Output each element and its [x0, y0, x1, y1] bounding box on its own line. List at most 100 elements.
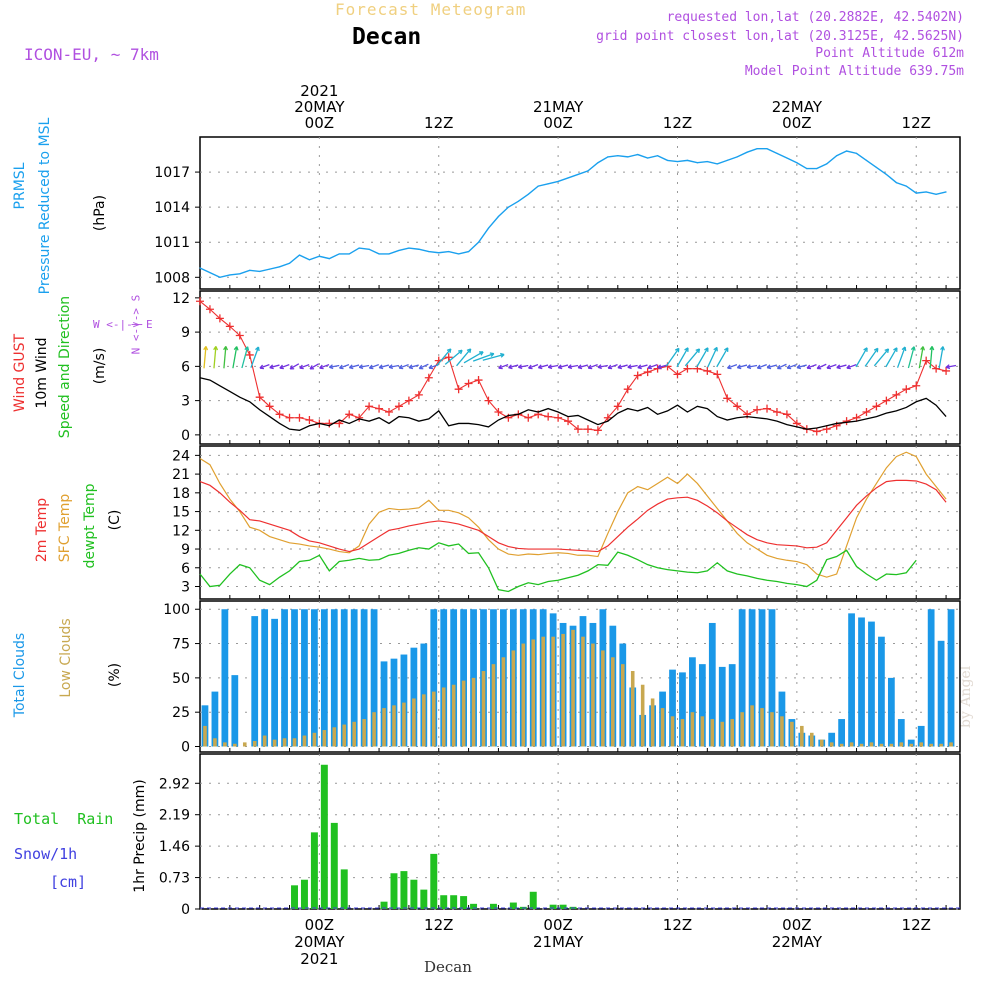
pressure-point — [786, 157, 788, 159]
gust-marker — [484, 396, 493, 405]
y-tick-label: 21 — [172, 467, 190, 483]
gust-marker — [812, 427, 821, 436]
low-cloud-bar — [909, 743, 914, 747]
wind-arrow — [547, 364, 559, 370]
total-cloud-bar — [410, 647, 418, 747]
bottom-time-label: 12Z — [424, 916, 453, 934]
wind-arrow — [816, 363, 827, 370]
y-tick-label: 12 — [172, 523, 190, 539]
wind-arrow — [846, 364, 857, 370]
pressure-point — [875, 166, 878, 168]
gust-marker — [633, 371, 642, 380]
low-cloud-bar — [720, 721, 725, 747]
rain-bar — [450, 895, 458, 909]
low-cloud-bar — [620, 664, 625, 747]
low-cloud-bar — [809, 732, 814, 747]
low-cloud-bar — [422, 694, 426, 747]
pressure-point — [467, 250, 470, 253]
pressure-point — [388, 253, 390, 255]
place-name: Decan — [352, 24, 422, 50]
pressure-point — [647, 157, 649, 159]
gust-marker — [404, 396, 413, 405]
rain-bar — [330, 822, 338, 909]
wind-arrow — [665, 347, 680, 367]
pressure-point — [806, 167, 808, 170]
low-cloud-bar — [770, 712, 774, 747]
low-cloud-bar — [839, 743, 844, 747]
gust-marker — [593, 426, 602, 435]
wind-arrow — [684, 348, 701, 367]
low-cloud-bar — [551, 636, 555, 747]
top-time-label: 2021 — [300, 82, 338, 100]
total-cloud-bar — [868, 621, 875, 747]
pressure-point — [587, 170, 589, 172]
gust-marker — [733, 402, 742, 411]
pressure-point — [448, 250, 450, 253]
low-cloud-bar — [342, 724, 347, 747]
wind-arrow — [766, 364, 777, 370]
rain-bar — [509, 902, 517, 909]
y-tick-label: 18 — [172, 486, 190, 502]
y-tick-label: 0 — [181, 902, 190, 918]
wind-arrow — [456, 348, 472, 367]
low-cloud-bar — [561, 633, 565, 747]
total-cloud-bar — [400, 654, 408, 747]
wind-arrow — [696, 347, 709, 368]
low-cloud-bar — [521, 643, 526, 747]
y-tick-label: 0 — [181, 428, 190, 444]
y-tick-label: 6 — [181, 359, 190, 375]
panel-frame-1 — [199, 290, 961, 445]
total-cloud-bar — [320, 609, 328, 747]
rain-bar — [380, 901, 388, 909]
gust-marker — [862, 408, 871, 417]
pressure-point — [885, 173, 887, 176]
low-cloud-bar — [740, 712, 744, 747]
gust-marker — [474, 376, 483, 385]
pressure-point — [637, 153, 639, 156]
low-cloud-bar — [252, 741, 257, 747]
wind-arrow — [463, 351, 484, 364]
pressure-point — [209, 272, 211, 274]
y-tick-label: 9 — [181, 325, 190, 341]
pressure-point — [816, 167, 818, 170]
pressure-point — [716, 163, 718, 165]
pressure-point — [378, 253, 380, 255]
wind-arrow — [537, 364, 549, 370]
pressure-point — [567, 177, 569, 179]
y-tick-label: 0 — [181, 740, 190, 756]
top-time-label: 12Z — [902, 114, 931, 132]
requested-coordinates: requested lon,lat (20.2882E, 42.5402N) — [666, 10, 964, 25]
total-cloud-bar — [440, 609, 448, 747]
gust-marker — [643, 368, 652, 377]
pressure-point — [776, 152, 778, 154]
top-time-label: 12Z — [424, 114, 453, 132]
pressure-point — [428, 250, 430, 253]
y-tick-label: 6 — [181, 561, 190, 577]
wind-arrow — [472, 352, 495, 362]
pressure-point — [408, 247, 410, 249]
wind-arrow — [637, 364, 648, 370]
y-tick-label: 1017 — [154, 165, 190, 181]
wind-arrow — [368, 364, 380, 370]
wind-arrow — [319, 364, 330, 370]
gust-marker — [623, 385, 632, 394]
wind-arrow — [299, 364, 310, 370]
y-tick-label: 1008 — [154, 270, 190, 286]
temp-2m-line — [199, 479, 947, 553]
wind-arrow — [289, 363, 300, 370]
footer-place: Decan — [424, 958, 472, 976]
pressure-point — [438, 252, 440, 254]
total-cloud-bar — [380, 661, 388, 747]
rain-bar — [440, 895, 448, 909]
wind-arrow — [647, 364, 658, 370]
pressure-point — [865, 159, 868, 161]
gust-marker — [544, 412, 553, 421]
low-cloud-bar — [879, 743, 884, 747]
gust-marker — [245, 350, 254, 359]
pressure-point — [557, 180, 559, 183]
wind-line — [199, 377, 947, 431]
gust-marker — [583, 425, 592, 434]
bottom-time-label: 22MAY — [772, 933, 823, 951]
pressure-point — [845, 150, 848, 152]
low-cloud-bar — [372, 712, 376, 747]
